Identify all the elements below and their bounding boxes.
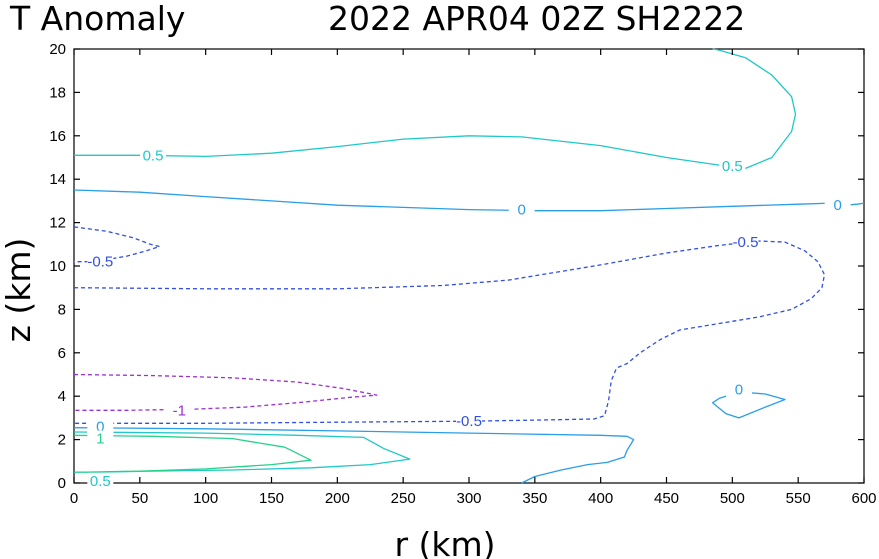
contour-label: -0.5	[456, 413, 482, 430]
contour-label: 0.5	[143, 147, 164, 164]
contour-label: -0.5	[733, 234, 759, 251]
contour-label-background	[725, 381, 752, 397]
x-tick-label: 500	[720, 490, 745, 507]
y-tick-label: 0	[58, 475, 66, 492]
contour-label: 0	[735, 382, 743, 399]
contour-zero-upper	[73, 189, 865, 212]
x-tick-label: 250	[391, 490, 416, 507]
contour-label-background	[508, 201, 535, 217]
x-tick-label: 300	[456, 490, 481, 507]
contour-zero-lower	[73, 427, 635, 484]
contour-label: 0.5	[90, 473, 111, 490]
x-tick-label: 550	[786, 490, 811, 507]
contour-label: 1	[96, 431, 104, 448]
contour-label-background	[87, 418, 114, 434]
contour-label: -0.5	[87, 254, 113, 271]
y-tick-label: 16	[49, 128, 66, 145]
contour-label: 0	[517, 202, 525, 219]
contour-labels: 0.5 0.5 0 0 -0.5 -0.5 -0.5 -1 0 0 0.5 1	[87, 147, 851, 490]
contour-label: 0	[833, 197, 841, 214]
y-axis-label: z (km)	[0, 238, 38, 343]
x-tick-label: 400	[588, 490, 613, 507]
chart-title-left: T Anomaly	[9, 0, 185, 38]
y-tick-label: 14	[49, 171, 66, 188]
contour-label-background	[87, 472, 114, 488]
x-tick-label: 150	[259, 490, 284, 507]
x-axis-label: r (km)	[394, 525, 495, 559]
y-tick-label: 18	[49, 84, 66, 101]
contour-neg-0.5-large	[73, 240, 826, 424]
y-tick-label: 6	[58, 345, 66, 362]
contour-label-background	[87, 430, 114, 446]
contour-label: 0	[96, 419, 104, 436]
contour-label: 0.5	[722, 158, 743, 175]
x-tick-label: 600	[851, 490, 876, 507]
contour-neg-1	[73, 373, 378, 411]
y-tick-label: 4	[58, 388, 66, 405]
contour-label: -1	[173, 402, 186, 419]
contour-label-background	[87, 253, 114, 269]
contour-label-background	[732, 234, 759, 250]
y-tick-label: 20	[49, 41, 66, 58]
y-tick-label: 10	[49, 258, 66, 275]
x-tick-label: 450	[654, 490, 679, 507]
x-tick-label: 100	[193, 490, 218, 507]
chart-title-right: 2022 APR04 02Z SH2222	[328, 0, 745, 38]
y-tick-label: 12	[49, 215, 66, 232]
contour-label-background	[166, 402, 193, 418]
contour-label-background	[719, 158, 746, 174]
contour-pos-0.5-upper	[74, 48, 797, 170]
y-tick-label: 2	[58, 432, 66, 449]
x-tick-label: 200	[325, 490, 350, 507]
contour-label-background	[456, 413, 482, 429]
x-tick-label: 350	[522, 490, 547, 507]
y-tick-label: 8	[58, 301, 66, 318]
x-tick-label: 50	[131, 490, 148, 507]
axis-ticks: 0 50 100 150 200 250 300 350 400 450 500 550 6000246…	[49, 41, 876, 507]
contour-label-background	[140, 147, 166, 163]
contour-label-background	[824, 197, 851, 213]
x-tick-label: 0	[70, 490, 78, 507]
contour-pos-1	[73, 434, 312, 473]
